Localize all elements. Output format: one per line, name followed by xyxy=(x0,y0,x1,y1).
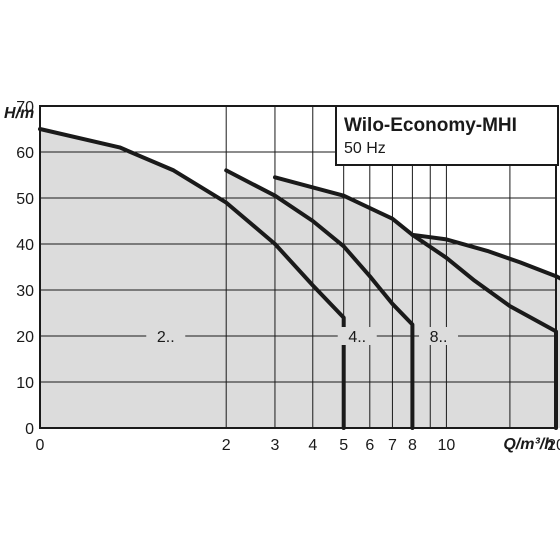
x-tick-label: 6 xyxy=(365,437,374,454)
y-tick-label: 60 xyxy=(16,145,34,162)
y-tick-label: 50 xyxy=(16,191,34,208)
series-curve-2 xyxy=(224,168,415,430)
series-label: 8.. xyxy=(430,329,448,346)
legend-box: Wilo-Economy-MHI 50 Hz xyxy=(335,105,559,166)
x-tick-label: 0 xyxy=(36,437,45,454)
y-tick-label: 70 xyxy=(16,99,34,116)
y-tick-label: 40 xyxy=(16,237,34,254)
series-area-4 xyxy=(412,234,560,428)
y-tick-label: 0 xyxy=(25,421,34,438)
plot-frame xyxy=(39,105,557,429)
series-label-bg xyxy=(419,327,459,345)
y-tick-label: 20 xyxy=(16,329,34,346)
series-curve-4 xyxy=(410,232,560,281)
series-label: 2.. xyxy=(157,329,175,346)
y-axis-label: H/m xyxy=(4,105,34,122)
x-axis-label: Q/m³/h xyxy=(503,436,554,453)
y-tick-label: 30 xyxy=(16,283,34,300)
x-tick-label: 2 xyxy=(222,437,231,454)
y-tick-label: 10 xyxy=(16,375,34,392)
x-tick-label: 3 xyxy=(271,437,280,454)
title-box-frame xyxy=(335,105,559,166)
series-curve-1 xyxy=(38,127,346,430)
series-label: 4.. xyxy=(348,329,366,346)
chart-title: Wilo-Economy-MHI xyxy=(344,115,517,136)
x-tick-label: 10 xyxy=(438,437,456,454)
series-label-bg xyxy=(337,327,377,345)
x-tick-label: 4 xyxy=(308,437,317,454)
series-label-bg xyxy=(146,327,186,345)
chart-subtitle: 50 Hz xyxy=(344,140,386,157)
x-tick-label: 7 xyxy=(388,437,397,454)
x-tick-label: 20 xyxy=(547,437,560,454)
x-tick-label: 8 xyxy=(408,437,417,454)
x-tick-label: 5 xyxy=(339,437,348,454)
series-curve-3 xyxy=(273,175,558,430)
